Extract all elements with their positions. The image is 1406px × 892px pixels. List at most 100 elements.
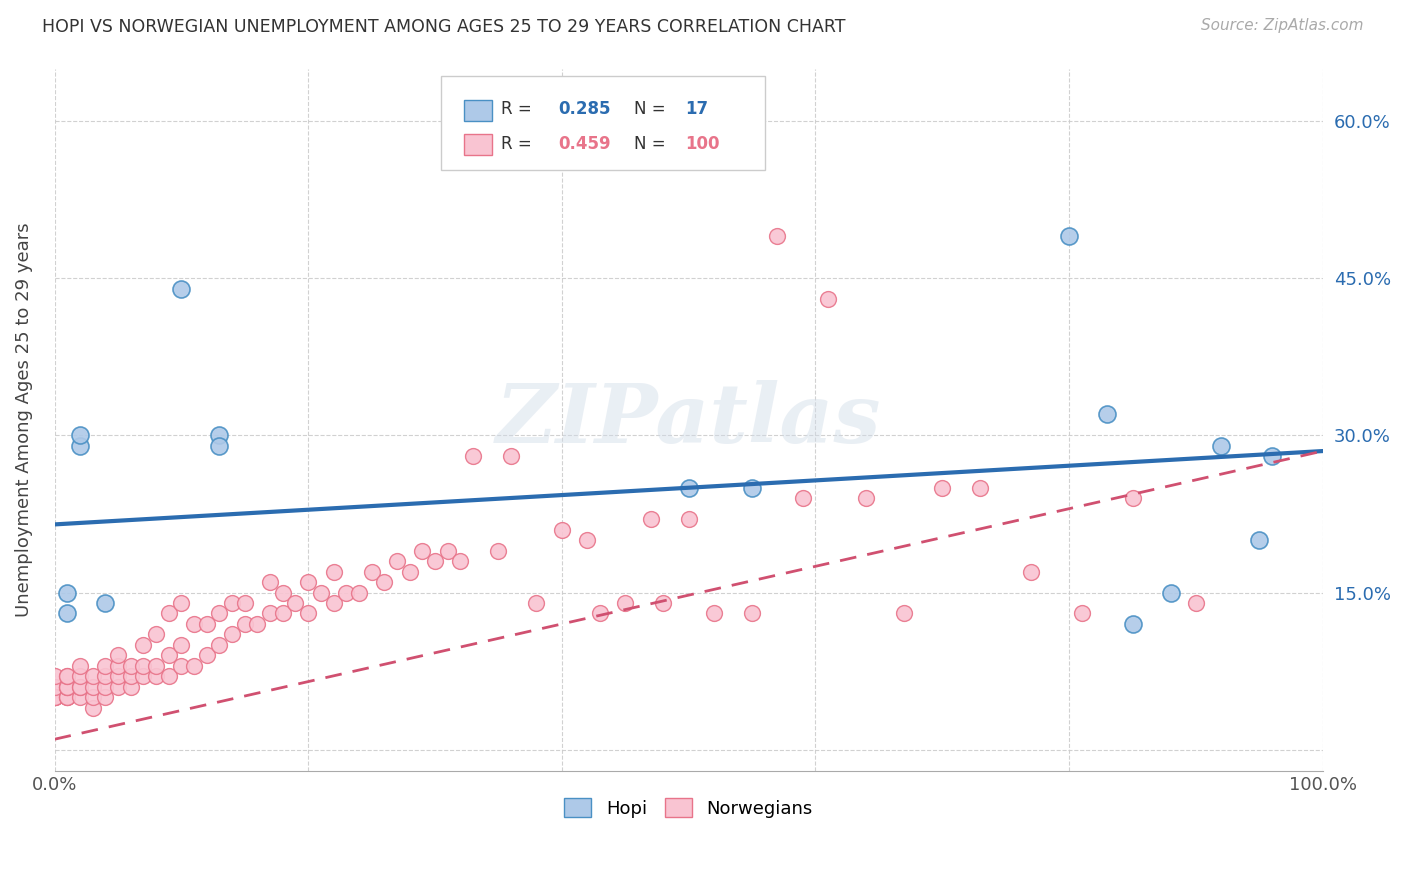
Text: 0.285: 0.285 — [558, 100, 610, 119]
Point — [120, 669, 142, 683]
Point — [398, 565, 420, 579]
Point — [56, 669, 79, 683]
Point — [56, 585, 79, 599]
Point — [56, 680, 79, 694]
Point — [69, 659, 91, 673]
Text: 0.459: 0.459 — [558, 135, 610, 153]
Point — [107, 680, 129, 694]
Point — [107, 659, 129, 673]
Text: 100: 100 — [685, 135, 720, 153]
Point — [94, 690, 117, 705]
Point — [233, 617, 256, 632]
Point — [44, 680, 66, 694]
FancyBboxPatch shape — [441, 76, 765, 170]
Point — [183, 617, 205, 632]
Point — [678, 481, 700, 495]
Point — [246, 617, 269, 632]
Point — [678, 512, 700, 526]
Point — [589, 607, 612, 621]
Point — [1121, 617, 1143, 632]
Point — [703, 607, 725, 621]
Point — [817, 292, 839, 306]
Point — [69, 669, 91, 683]
Point — [741, 607, 763, 621]
Point — [56, 690, 79, 705]
Point — [170, 638, 193, 652]
Point — [1249, 533, 1271, 548]
Point — [347, 585, 370, 599]
Point — [373, 575, 395, 590]
Point — [1095, 408, 1118, 422]
Point — [233, 596, 256, 610]
Point — [56, 607, 79, 621]
Point — [170, 659, 193, 673]
Text: ZIPatlas: ZIPatlas — [496, 380, 882, 459]
Point — [107, 648, 129, 663]
Point — [271, 585, 294, 599]
Text: R =: R = — [501, 135, 537, 153]
Point — [94, 680, 117, 694]
Point — [94, 669, 117, 683]
Point — [44, 690, 66, 705]
Point — [385, 554, 408, 568]
Point — [145, 627, 167, 641]
Point — [297, 575, 319, 590]
Point — [576, 533, 599, 548]
Point — [449, 554, 471, 568]
Point — [297, 607, 319, 621]
Point — [56, 680, 79, 694]
Point — [208, 439, 231, 453]
Point — [170, 596, 193, 610]
Point — [855, 491, 877, 506]
Point — [69, 690, 91, 705]
Point — [486, 543, 509, 558]
Point — [652, 596, 675, 610]
Point — [183, 659, 205, 673]
Point — [322, 565, 344, 579]
Point — [69, 439, 91, 453]
Point — [436, 543, 458, 558]
Point — [792, 491, 814, 506]
Point — [107, 669, 129, 683]
Point — [1121, 491, 1143, 506]
Point — [1185, 596, 1208, 610]
Point — [56, 690, 79, 705]
Point — [614, 596, 637, 610]
Point — [170, 282, 193, 296]
Point — [335, 585, 357, 599]
Point — [157, 648, 180, 663]
Point — [551, 523, 574, 537]
Point — [195, 617, 218, 632]
Point — [145, 669, 167, 683]
Point — [741, 481, 763, 495]
Point — [423, 554, 446, 568]
Point — [259, 575, 281, 590]
Point — [69, 428, 91, 442]
Point — [82, 669, 104, 683]
FancyBboxPatch shape — [464, 134, 492, 155]
Point — [157, 607, 180, 621]
Point — [501, 450, 523, 464]
Point — [145, 659, 167, 673]
Point — [44, 669, 66, 683]
Point — [1211, 439, 1233, 453]
Text: Source: ZipAtlas.com: Source: ZipAtlas.com — [1201, 18, 1364, 33]
Legend: Hopi, Norwegians: Hopi, Norwegians — [557, 791, 820, 825]
Point — [82, 690, 104, 705]
Text: N =: N = — [634, 135, 665, 153]
Point — [893, 607, 915, 621]
Point — [931, 481, 953, 495]
Text: R =: R = — [501, 100, 537, 119]
Point — [69, 680, 91, 694]
Point — [82, 701, 104, 715]
Point — [411, 543, 433, 558]
Point — [208, 638, 231, 652]
Point — [640, 512, 662, 526]
Point — [132, 638, 155, 652]
Text: 17: 17 — [685, 100, 709, 119]
Point — [969, 481, 991, 495]
Point — [56, 680, 79, 694]
Point — [526, 596, 548, 610]
Point — [360, 565, 382, 579]
Point — [1019, 565, 1042, 579]
